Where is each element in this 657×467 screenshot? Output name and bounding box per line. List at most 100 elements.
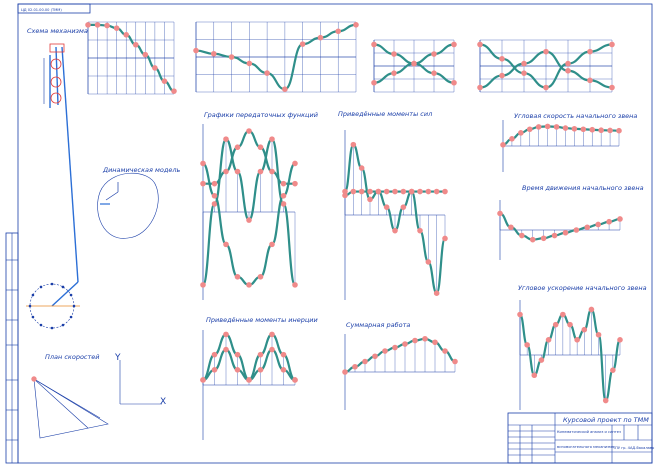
sheet-frame [17, 3, 653, 464]
inertia-point [257, 351, 264, 358]
speed-point [518, 130, 524, 136]
accel-point [588, 306, 595, 313]
inertia-point [280, 367, 287, 373]
crank-position [69, 315, 73, 319]
mechanism-scheme: Схема механизма [26, 27, 88, 330]
forces-point [358, 188, 365, 195]
transfer-point [200, 160, 206, 167]
title-block-sub1: Кинематический анализ и синтез [557, 430, 621, 434]
link-time-title: Время движения начального звена [522, 184, 644, 192]
forces-point [425, 188, 432, 195]
accel-point [560, 311, 566, 318]
transfer-point [280, 193, 287, 199]
inertia-point [269, 331, 275, 338]
top2-point [193, 47, 199, 54]
dynamic-model-title: Динамическая модель [102, 166, 180, 174]
reduced-inertia-title: Приведённые моменты инерции [206, 316, 318, 324]
chart-top1 [85, 21, 177, 95]
work-point [412, 337, 418, 344]
inertia-point [234, 367, 241, 373]
top4-point [521, 70, 527, 76]
inertia-point [280, 351, 287, 358]
top1-point [161, 78, 168, 84]
time-point [573, 227, 580, 233]
top4-point [543, 48, 549, 55]
transfer-point [200, 180, 206, 187]
crank-position [28, 304, 32, 308]
accel-point [538, 357, 545, 363]
chart-work [342, 334, 458, 410]
top2-point [228, 54, 235, 60]
top3-point [411, 60, 417, 67]
time-point [508, 224, 514, 231]
top3-point [391, 70, 397, 76]
top4-point [521, 60, 527, 67]
inertia-series-line [202, 333, 296, 382]
inertia-point [211, 367, 218, 373]
accel-point [581, 326, 588, 333]
forces-point [350, 141, 357, 148]
top1-point [113, 25, 120, 31]
accel-point [610, 367, 616, 373]
accel-point [552, 321, 559, 328]
inertia-point [246, 377, 252, 383]
accel-point [567, 321, 573, 328]
work-point [422, 335, 428, 342]
work-point [402, 341, 408, 347]
forces-point [392, 227, 398, 234]
forces-point [425, 259, 432, 265]
inertia-point [200, 377, 206, 383]
transfer-point [257, 168, 264, 175]
top2-point [282, 86, 288, 92]
top3-point [431, 51, 437, 57]
transfer-functions-title: Графики передаточных функций [204, 111, 318, 119]
top3-point [451, 79, 457, 86]
chart-top2 [193, 21, 359, 93]
crank-position [61, 323, 65, 327]
link-accel-title: Угловое ускорение начального звена [518, 284, 647, 292]
transfer-point [292, 180, 298, 187]
top1-point [85, 22, 91, 28]
inertia-point [292, 377, 298, 383]
transfer-point [257, 144, 264, 151]
forces-point [358, 165, 365, 171]
top1-point [171, 88, 177, 94]
title-block: Курсовой проект по ТММ Кинематический ан… [507, 412, 655, 464]
transfer-point [246, 217, 252, 223]
corner-label: ЦД 02.01.00.00 (ТММ) [21, 8, 62, 12]
top4-point [565, 67, 571, 74]
top3-point [371, 79, 377, 86]
transfer-point [234, 168, 241, 175]
chart-accel [517, 300, 623, 410]
accel-point [517, 311, 523, 318]
top2-series-line [195, 23, 357, 91]
time-point [595, 221, 601, 228]
velocity-plan-y: Y [114, 353, 121, 363]
top3-point [431, 70, 437, 76]
transfer-point [269, 136, 275, 142]
connecting-rod [61, 46, 79, 283]
crank-position [72, 304, 76, 308]
speed-point [580, 126, 587, 133]
transfer-point [292, 160, 298, 167]
transfer-point [269, 168, 275, 175]
transfer-point [246, 128, 252, 134]
speed-point [589, 126, 596, 133]
speed-point [509, 136, 515, 142]
inertia-point [223, 331, 229, 338]
speed-point [616, 127, 622, 134]
chart-inertia [200, 330, 298, 440]
transfer-point [246, 282, 252, 288]
transfer-point [211, 201, 218, 207]
speed-point [535, 124, 542, 130]
transfer-point [234, 273, 241, 280]
speed-point [553, 124, 560, 130]
top2-point [353, 22, 359, 28]
top4-point [477, 41, 483, 48]
accel-point [524, 342, 530, 348]
top2-point [317, 34, 324, 41]
speed-point [598, 127, 604, 134]
top2-point [335, 28, 342, 35]
inertia-point [257, 367, 264, 373]
